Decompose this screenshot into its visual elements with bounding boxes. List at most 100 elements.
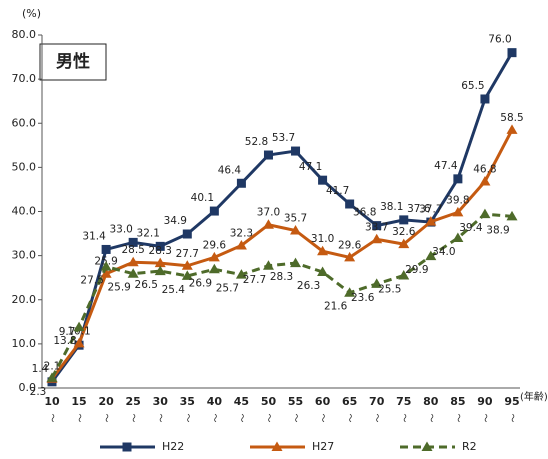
data-label: 36.8 (353, 207, 376, 219)
marker (506, 124, 518, 134)
marker (425, 250, 437, 261)
marker (73, 321, 85, 332)
data-label: 10.1 (67, 325, 90, 337)
marker (291, 146, 301, 156)
x-tick-suffix: 〜 (398, 413, 408, 422)
data-label: 27.7 (243, 274, 266, 286)
marker (100, 268, 112, 278)
data-label: 37.7 (419, 204, 442, 216)
data-label: 58.5 (500, 112, 523, 124)
data-label: 65.5 (461, 80, 484, 92)
data-label: 25.9 (107, 282, 130, 294)
y-tick-label: 60.0 (12, 116, 37, 129)
data-label: 46.8 (473, 163, 496, 175)
x-tick-label: 10 (44, 395, 60, 408)
x-tick-label: 20 (98, 395, 114, 408)
marker (452, 232, 464, 242)
data-label: 33.0 (109, 223, 132, 235)
x-tick-suffix: 〜 (452, 413, 462, 422)
x-tick-suffix: 〜 (290, 413, 300, 422)
data-label: 28.3 (149, 245, 172, 257)
marker (46, 372, 58, 382)
data-label: 29.9 (405, 264, 428, 276)
data-label: 13.8 (53, 335, 76, 347)
data-label: 26.9 (189, 277, 212, 289)
data-label: 31.0 (311, 233, 334, 245)
x-tick-label: 60 (315, 395, 331, 408)
marker (182, 229, 192, 239)
data-label: 40.1 (191, 192, 214, 204)
data-label: 32.3 (230, 227, 253, 239)
data-label: 33.7 (365, 221, 388, 233)
y-tick-label: 30.0 (12, 249, 37, 262)
marker (425, 216, 437, 226)
data-label: 28.5 (121, 244, 144, 256)
marker (453, 174, 463, 184)
marker (181, 270, 193, 280)
data-label: 23.6 (351, 292, 375, 304)
legend-marker (271, 441, 283, 451)
data-label: 27.7 (176, 248, 199, 260)
x-tick-suffix: 〜 (155, 413, 165, 422)
x-tick-label: 75 (396, 395, 411, 408)
marker (235, 269, 247, 279)
x-tick-suffix: 〜 (182, 413, 192, 422)
data-label: 39.4 (459, 222, 483, 234)
x-tick-label: 35 (180, 395, 195, 408)
x-tick-suffix: 〜 (74, 413, 84, 422)
x-tick-label: 30 (153, 395, 169, 408)
x-tick-label: 25 (126, 395, 141, 408)
data-label: 26.5 (135, 279, 158, 291)
marker (479, 208, 491, 219)
data-label: 2.3 (30, 386, 47, 398)
data-label: 52.8 (245, 136, 268, 148)
marker (127, 256, 139, 267)
data-label: 76.0 (488, 34, 511, 46)
x-tick-label: 45 (234, 395, 249, 408)
marker (399, 215, 409, 225)
marker (452, 206, 464, 217)
marker (507, 48, 517, 58)
marker (480, 94, 490, 104)
data-label: 31.4 (82, 230, 106, 242)
data-label: 38.9 (486, 224, 509, 236)
data-label: 9.7 (59, 326, 76, 338)
data-label: 25.7 (216, 283, 239, 295)
marker (128, 237, 138, 247)
x-tick-suffix: 〜 (317, 413, 327, 422)
x-tick-suffix: 〜 (371, 413, 381, 422)
marker (263, 150, 273, 160)
marker (208, 263, 220, 274)
marker (73, 337, 85, 348)
x-tick-label: 85 (450, 395, 465, 408)
x-tick-suffix: 〜 (47, 413, 57, 422)
marker (235, 239, 247, 250)
y-tick-label: 10.0 (12, 337, 37, 350)
data-label: 34.0 (432, 246, 455, 258)
marker (371, 278, 383, 288)
x-tick-suffix: 〜 (507, 413, 517, 422)
data-label: 38.1 (380, 201, 403, 213)
legend-marker (122, 442, 132, 452)
legend-marker (421, 441, 433, 451)
marker (290, 257, 302, 268)
y-tick-label: 0.0 (19, 381, 37, 394)
marker (479, 175, 491, 186)
x-tick-suffix: 〜 (425, 413, 435, 422)
marker (209, 206, 219, 216)
x-tick-suffix: 〜 (101, 413, 111, 422)
x-tick-label: 50 (261, 395, 277, 408)
marker (154, 257, 166, 268)
line (50, 51, 514, 383)
marker (398, 269, 410, 280)
y-tick-label: 80.0 (12, 28, 37, 41)
marker (371, 233, 383, 244)
legend-label: H22 (162, 440, 184, 453)
marker (262, 219, 274, 229)
data-label: 37.6 (407, 203, 431, 215)
x-tick-suffix: 〜 (236, 413, 246, 422)
x-tick-label: 65 (342, 395, 357, 408)
x-tick-label: 40 (207, 395, 223, 408)
data-label: 25.4 (162, 284, 186, 296)
